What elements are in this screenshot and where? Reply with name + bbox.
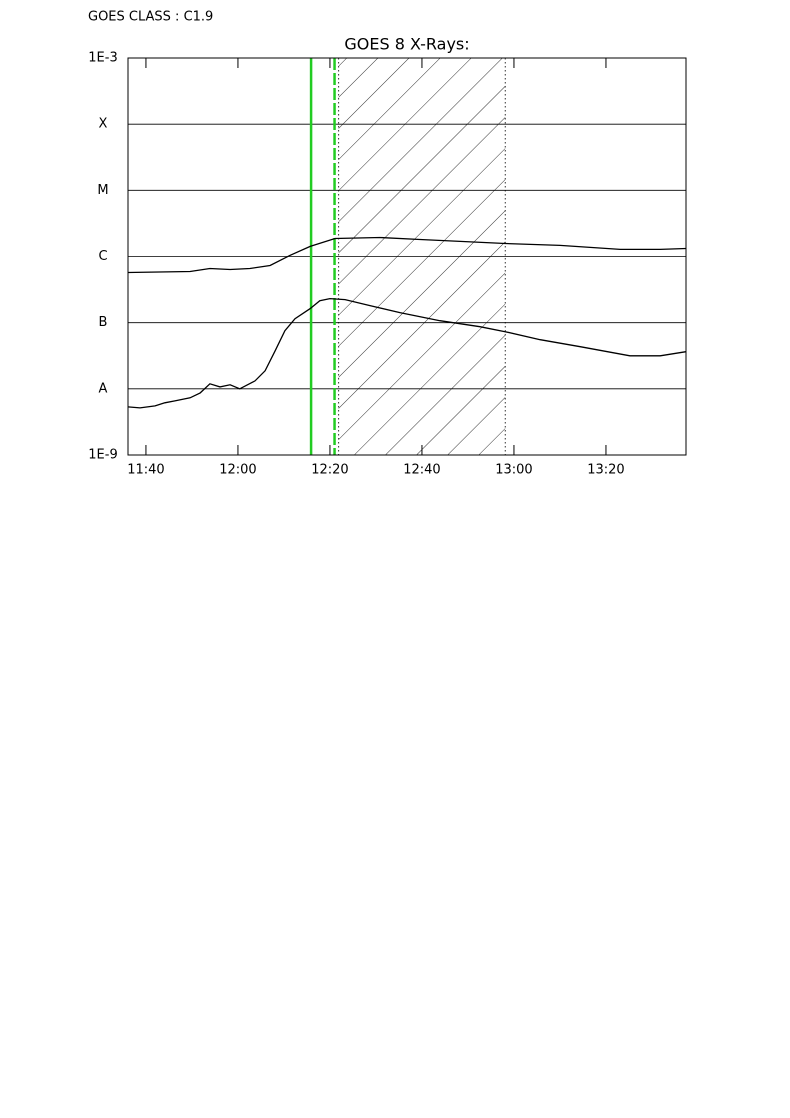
chart-title: GOES 8 X-Rays: xyxy=(344,35,469,54)
x-tick-label: 12:00 xyxy=(219,463,256,478)
x-tick-label: 12:40 xyxy=(403,463,440,478)
x-tick-label: 13:00 xyxy=(495,463,532,478)
y-tick-label: X xyxy=(99,117,108,132)
x-tick-label: 13:20 xyxy=(587,463,624,478)
y-tick-label: C xyxy=(98,249,107,264)
y-tick-label: B xyxy=(99,315,108,330)
y-tick-label: A xyxy=(99,381,108,396)
y-tick-label: M xyxy=(97,183,108,198)
series-line xyxy=(127,297,687,409)
x-tick-label: 12:20 xyxy=(311,463,348,478)
x-tick-label: 11:40 xyxy=(127,463,164,478)
plot-frame xyxy=(127,57,687,456)
y-tick-label: 1E-9 xyxy=(88,448,117,463)
series-line xyxy=(127,236,687,274)
y-tick-label: 1E-3 xyxy=(88,51,117,66)
annotation: GOES CLASS : C1.9 xyxy=(88,10,213,25)
